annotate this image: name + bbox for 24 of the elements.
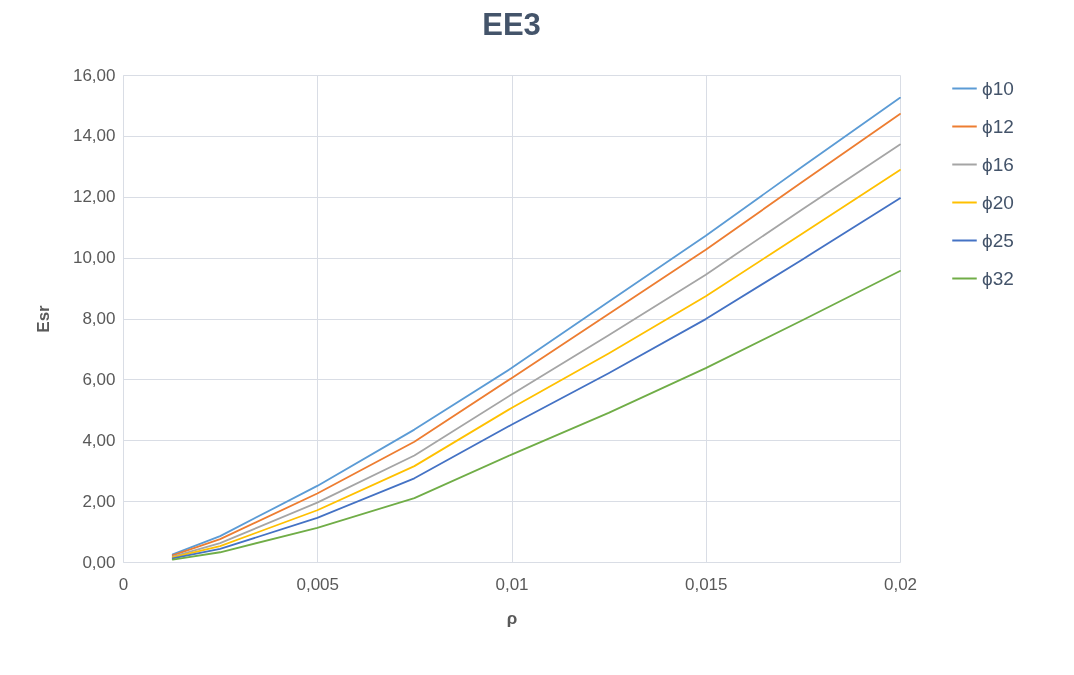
y-tick-label: 14,00 xyxy=(72,126,116,146)
x-tick-label: 0 xyxy=(118,574,129,594)
y-tick-label: 6,00 xyxy=(82,369,116,389)
y-tick-label: 4,00 xyxy=(82,430,116,450)
legend-label: ϕ25 xyxy=(982,229,1014,251)
y-tick-label: 12,00 xyxy=(72,187,116,207)
legend-label: ϕ12 xyxy=(982,115,1014,137)
y-tick-label: 8,00 xyxy=(82,309,116,328)
x-tick-label: 0,02 xyxy=(883,574,918,594)
y-tick-label: 16,00 xyxy=(72,65,116,85)
x-tick-label: 0,015 xyxy=(684,574,728,594)
legend-label: ϕ20 xyxy=(982,191,1014,213)
y-axis-title: Esr xyxy=(33,304,53,333)
legend-label: ϕ10 xyxy=(982,77,1014,99)
legend-label: ϕ32 xyxy=(982,267,1014,289)
x-tick-label: 0,01 xyxy=(495,574,529,594)
y-tick-label: 2,00 xyxy=(82,491,116,511)
x-tick-label: 0,005 xyxy=(296,574,340,594)
x-axis-title: ρ xyxy=(506,608,518,628)
y-tick-label: 10,00 xyxy=(72,248,116,268)
chart-title: EE3 xyxy=(482,7,541,42)
line-series xyxy=(171,270,901,561)
y-tick-label: 0,00 xyxy=(82,552,116,572)
legend-label: ϕ16 xyxy=(982,153,1014,175)
